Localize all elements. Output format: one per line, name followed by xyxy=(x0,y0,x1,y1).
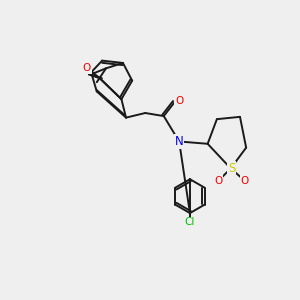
Text: O: O xyxy=(175,96,183,106)
Text: O: O xyxy=(214,176,223,186)
Text: N: N xyxy=(175,135,184,148)
Text: O: O xyxy=(241,176,249,186)
Text: Cl: Cl xyxy=(185,217,195,227)
Text: S: S xyxy=(228,162,235,175)
Text: O: O xyxy=(82,63,91,73)
